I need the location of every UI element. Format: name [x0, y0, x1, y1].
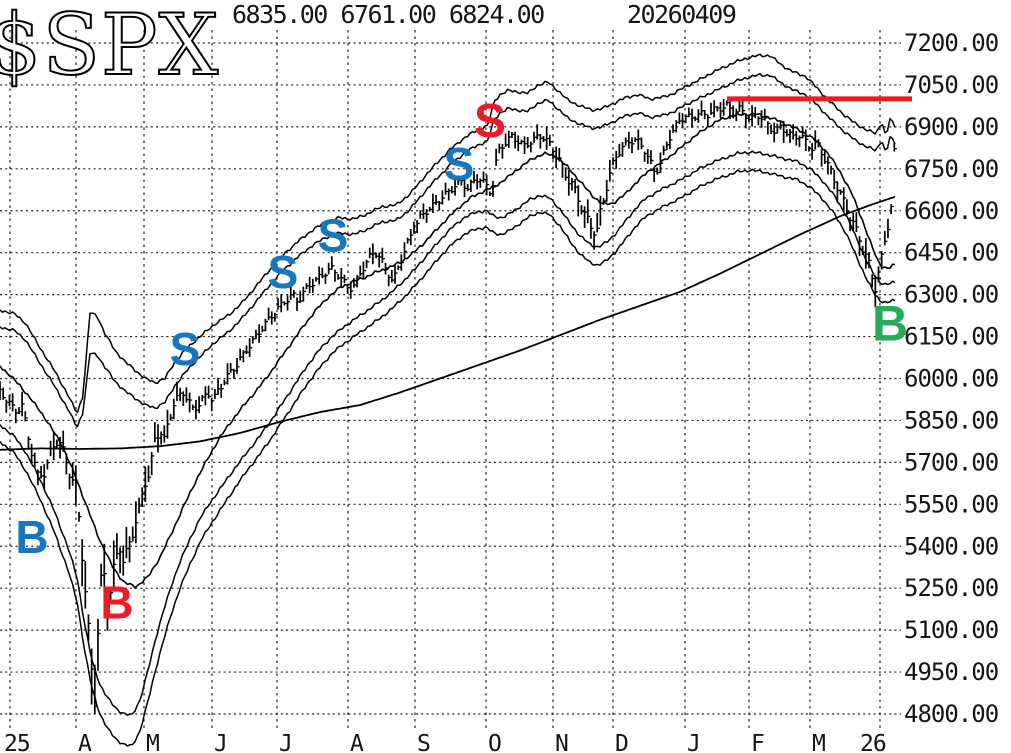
- y-axis-tick-label: 4950.00: [904, 658, 998, 686]
- signal-sell-letter: S: [170, 323, 201, 375]
- x-axis-month-label: J: [214, 731, 227, 753]
- ticker-symbol-logo: $SPX: [0, 0, 219, 94]
- signal-sell-letter: S: [444, 138, 475, 190]
- lower-band-4sd-line: [0, 168, 896, 747]
- x-axis-month-label: F: [751, 731, 764, 753]
- y-axis-tick-label: 6600.00: [904, 197, 998, 225]
- lower-band-3sd-line: [0, 150, 896, 716]
- y-axis-tick-label: 5100.00: [904, 616, 998, 644]
- y-axis-tick-label: 5700.00: [904, 448, 998, 476]
- x-axis-month-label: O: [488, 731, 501, 753]
- y-axis-tick-label: 5850.00: [904, 406, 998, 434]
- x-axis-month-label: J: [687, 731, 700, 753]
- ma200-line: [0, 195, 896, 451]
- y-axis-tick-label: 7200.00: [904, 29, 998, 57]
- x-axis-month-label: M: [146, 731, 159, 753]
- grid-layer: 7200.00 7050.00 6900.00 6750.00 6600.00 6450.…: [0, 29, 999, 753]
- signal-buy-letter: B: [100, 577, 133, 629]
- y-axis-tick-label: 6300.00: [904, 281, 998, 309]
- x-axis-month-label: A: [350, 731, 364, 753]
- signal-sell-letter: S: [318, 210, 349, 262]
- x-axis-month-label: J: [279, 731, 292, 753]
- signal-sell-letter: S: [474, 95, 506, 148]
- y-axis-tick-label: 6750.00: [904, 155, 998, 183]
- date-readout: 20260409: [627, 0, 736, 29]
- signal-buy-letter: B: [15, 511, 48, 563]
- y-axis-tick-label: 6150.00: [904, 323, 998, 351]
- upper-band-4sd-line: [0, 53, 896, 414]
- y-axis-tick-label: 5550.00: [904, 490, 998, 518]
- y-axis-tick-label: 6000.00: [904, 365, 998, 393]
- y-axis-tick-label: 5250.00: [904, 574, 998, 602]
- signal-buy-letter: B: [872, 296, 908, 352]
- x-axis-month-label: D: [615, 731, 628, 753]
- x-axis-month-label: A: [78, 731, 92, 753]
- y-axis-tick-label: 6450.00: [904, 239, 998, 267]
- y-axis-tick-label: 6900.00: [904, 113, 998, 141]
- price-bars-layer: [0, 99, 897, 715]
- x-axis-month-label: M: [812, 731, 825, 753]
- y-axis-tick-label: 7050.00: [904, 71, 998, 99]
- x-axis-month-label: 26: [860, 731, 886, 753]
- x-axis-month-label: 25: [4, 731, 30, 753]
- ohlc-readout: 6835.00 6761.00 6824.00: [232, 0, 544, 29]
- y-axis-tick-label: 5400.00: [904, 532, 998, 560]
- signal-sell-letter: S: [268, 246, 299, 298]
- upper-band-3sd-line: [0, 72, 896, 428]
- x-axis-month-label: S: [417, 731, 430, 753]
- x-axis-month-label: N: [555, 731, 568, 753]
- y-axis-tick-label: 4800.00: [904, 700, 998, 728]
